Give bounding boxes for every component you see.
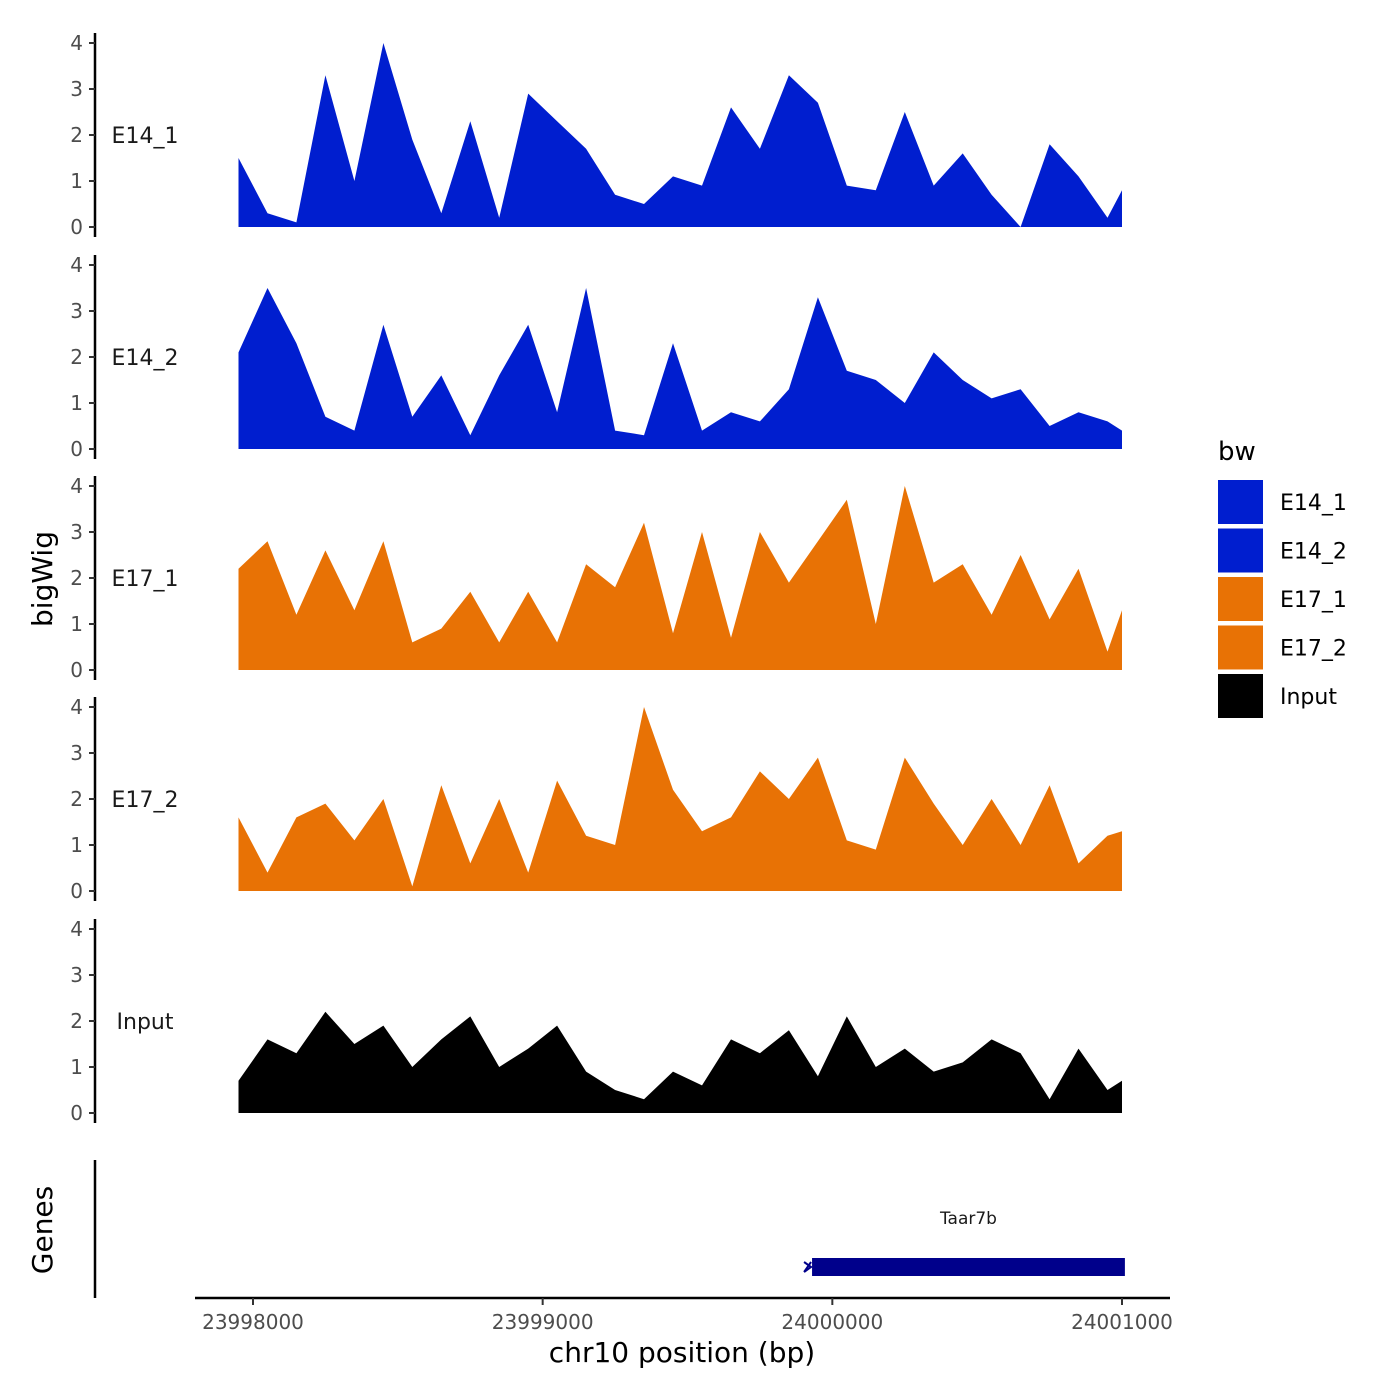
y-tick-label: 3 xyxy=(70,299,83,323)
track-E17_2: 0 1 2 3 4 E17_2 xyxy=(70,695,1122,903)
y-tick-label: 1 xyxy=(70,169,83,193)
y-tick-label: 1 xyxy=(70,833,83,857)
signal-area-E14_2 xyxy=(238,288,1122,449)
legend-label: Input xyxy=(1280,685,1337,710)
x-tick-label: 24001000 xyxy=(1071,1310,1173,1334)
legend-key-E14_2 xyxy=(1218,528,1263,573)
legend: E14_1 E14_2 E17_1 E17_2 Input xyxy=(1218,480,1347,718)
track-E14_2: 0 1 2 3 4 E14_2 xyxy=(70,253,1122,461)
legend-label: E17_2 xyxy=(1280,637,1347,662)
y-tick-label: 3 xyxy=(70,741,83,765)
y-tick-label: 0 xyxy=(70,658,83,682)
legend-key-E14_1 xyxy=(1218,480,1263,524)
legend-label: E14_1 xyxy=(1280,491,1347,516)
track-label: E14_2 xyxy=(112,346,179,371)
y-tick-label: 2 xyxy=(70,1009,83,1033)
y-axis-title: bigWig xyxy=(26,531,59,627)
y-tick-label: 1 xyxy=(70,612,83,636)
legend-key-Input xyxy=(1218,674,1263,718)
track-label: Input xyxy=(117,1010,174,1035)
signal-area-E17_1 xyxy=(238,486,1122,670)
genes-track-label: Genes xyxy=(26,1186,59,1274)
y-tick-label: 0 xyxy=(70,215,83,239)
x-tick-label: 24000000 xyxy=(781,1310,883,1334)
y-tick-label: 4 xyxy=(70,31,83,55)
y-tick-label: 4 xyxy=(70,917,83,941)
x-tick-label: 23998000 xyxy=(202,1310,304,1334)
legend-label: E14_2 xyxy=(1280,540,1347,565)
y-tick-label: 4 xyxy=(70,253,83,277)
x-axis: 23998000 23999000 24000000 24001000 xyxy=(195,1296,1173,1334)
x-tick-label: 23999000 xyxy=(492,1310,594,1334)
track-Input: 0 1 2 3 4 Input xyxy=(70,917,1122,1125)
legend-title: bw xyxy=(1218,437,1256,467)
y-tick-label: 1 xyxy=(70,391,83,415)
gene-track: Taar7b xyxy=(93,1160,1125,1298)
y-tick-label: 1 xyxy=(70,1055,83,1079)
legend-key-E17_1 xyxy=(1218,577,1263,621)
signal-area-E17_2 xyxy=(238,707,1122,891)
y-tick-label: 2 xyxy=(70,566,83,590)
y-tick-label: 3 xyxy=(70,963,83,987)
tracks: 0 1 2 3 4 E14_1 0 1 2 3 4 E14_2 0 1 2 3 4 E17_1 0 1 2 3 4 E17_2… xyxy=(70,31,1122,1125)
y-tick-label: 3 xyxy=(70,77,83,101)
y-tick-label: 2 xyxy=(70,345,83,369)
track-label: E17_2 xyxy=(112,788,179,813)
legend-label: E17_1 xyxy=(1280,588,1347,613)
y-tick-label: 4 xyxy=(70,474,83,498)
track-label: E14_1 xyxy=(112,124,179,149)
signal-area-E14_1 xyxy=(238,43,1122,227)
x-axis-title: chr10 position (bp) xyxy=(549,1336,815,1369)
gene-label: Taar7b xyxy=(939,1209,997,1229)
gene-Taar7b xyxy=(812,1258,1125,1276)
y-tick-label: 0 xyxy=(70,879,83,903)
y-tick-label: 0 xyxy=(70,437,83,461)
track-E14_1: 0 1 2 3 4 E14_1 xyxy=(70,31,1122,239)
signal-area-Input xyxy=(238,1011,1122,1113)
y-tick-label: 2 xyxy=(70,787,83,811)
track-E17_1: 0 1 2 3 4 E17_1 xyxy=(70,474,1122,682)
legend-key-E17_2 xyxy=(1218,625,1263,670)
y-tick-label: 3 xyxy=(70,520,83,544)
track-label: E17_1 xyxy=(112,567,179,592)
y-tick-label: 0 xyxy=(70,1101,83,1125)
y-tick-label: 4 xyxy=(70,695,83,719)
y-tick-label: 2 xyxy=(70,123,83,147)
gene-strand-marker xyxy=(803,1261,813,1273)
